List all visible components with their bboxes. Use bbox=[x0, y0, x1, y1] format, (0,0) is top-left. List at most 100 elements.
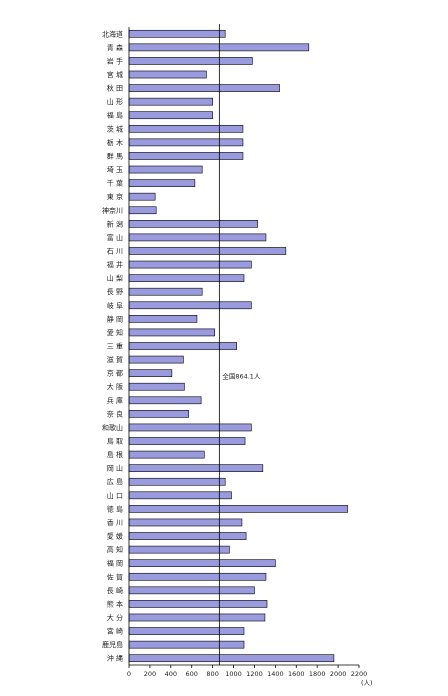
category-label-11: 千 葉 bbox=[107, 179, 123, 188]
bar-3 bbox=[128, 70, 207, 79]
bar-26 bbox=[128, 382, 185, 391]
category-label-35: 徳 島 bbox=[107, 504, 123, 513]
category-label-45: 鹿児島 bbox=[102, 640, 123, 649]
bar-41 bbox=[128, 586, 255, 595]
x-tick-label-5: 1000 bbox=[225, 670, 242, 678]
bar-27 bbox=[128, 396, 202, 405]
category-label-37: 愛 媛 bbox=[107, 532, 123, 541]
bar-40 bbox=[128, 572, 267, 581]
category-label-38: 高 知 bbox=[107, 545, 123, 554]
category-label-31: 島 根 bbox=[107, 450, 123, 459]
national-average-label: 全国864.1人 bbox=[222, 372, 261, 381]
category-label-0: 北海道 bbox=[102, 29, 123, 38]
category-label-29: 和歌山 bbox=[102, 423, 123, 432]
category-label-2: 岩 手 bbox=[107, 56, 123, 65]
axes-group bbox=[128, 27, 360, 668]
category-label-30: 鳥 取 bbox=[107, 437, 123, 446]
category-label-28: 奈 良 bbox=[107, 409, 123, 418]
bar-44 bbox=[128, 627, 245, 635]
bar-15 bbox=[128, 233, 267, 242]
bar-6 bbox=[128, 111, 213, 120]
bar-20 bbox=[128, 301, 252, 310]
bar-7 bbox=[128, 124, 244, 133]
category-label-32: 岡 山 bbox=[107, 464, 123, 473]
bar-34 bbox=[128, 491, 232, 500]
bar-17 bbox=[128, 260, 252, 269]
x-tick-label-11: 2200 bbox=[351, 670, 368, 678]
category-label-5: 山 形 bbox=[107, 97, 123, 106]
x-tick-label-7: 1400 bbox=[267, 670, 284, 678]
category-label-46: 沖 縄 bbox=[107, 654, 123, 663]
category-label-40: 佐 賀 bbox=[107, 572, 123, 581]
category-label-3: 宮 城 bbox=[107, 70, 123, 79]
x-tick-label-8: 1600 bbox=[288, 670, 305, 678]
category-label-10: 埼 玉 bbox=[107, 165, 123, 174]
bar-14 bbox=[128, 220, 258, 228]
bar-16 bbox=[128, 247, 287, 255]
category-label-16: 石 川 bbox=[107, 247, 123, 255]
bar-12 bbox=[128, 192, 156, 201]
x-tick-label-3: 600 bbox=[186, 670, 198, 678]
category-label-15: 富 山 bbox=[107, 233, 123, 242]
bar-28 bbox=[128, 410, 189, 418]
bar-42 bbox=[128, 600, 268, 608]
bar-22 bbox=[128, 328, 216, 337]
bars-group bbox=[128, 29, 348, 663]
bar-11 bbox=[128, 179, 196, 187]
tick-labels: 0 200 400 600 800 1000 1200 1400 1600 1800 2000 220… bbox=[127, 670, 367, 678]
category-label-7: 茨 城 bbox=[107, 124, 123, 133]
category-label-42: 熊 本 bbox=[107, 599, 123, 608]
bar-4 bbox=[128, 84, 280, 92]
bar-24 bbox=[128, 355, 184, 364]
bar-8 bbox=[128, 138, 244, 147]
bar-5 bbox=[128, 97, 213, 106]
bar-38 bbox=[128, 545, 230, 554]
category-label-1: 青 森 bbox=[107, 43, 123, 52]
bar-19 bbox=[128, 287, 203, 296]
bar-9 bbox=[128, 152, 244, 160]
bar-32 bbox=[128, 464, 264, 473]
category-label-24: 滋 賀 bbox=[107, 355, 123, 364]
bar-21 bbox=[128, 315, 198, 323]
category-label-4: 秋 田 bbox=[107, 84, 123, 93]
bar-37 bbox=[128, 532, 247, 540]
bar-31 bbox=[128, 450, 205, 459]
category-label-19: 長 野 bbox=[107, 288, 123, 296]
category-label-39: 福 岡 bbox=[107, 559, 123, 568]
category-label-14: 新 潟 bbox=[107, 219, 123, 228]
bar-30 bbox=[128, 437, 246, 445]
category-label-36: 香 川 bbox=[107, 518, 123, 527]
category-label-25: 京 都 bbox=[107, 369, 123, 378]
x-tick-label-4: 800 bbox=[206, 670, 218, 678]
bar-43 bbox=[128, 613, 266, 622]
bar-18 bbox=[128, 274, 245, 282]
category-label-17: 福 井 bbox=[107, 260, 123, 269]
category-label-27: 兵 庫 bbox=[107, 396, 123, 405]
x-tick-label-1: 200 bbox=[144, 670, 156, 678]
bar-13 bbox=[128, 206, 157, 215]
x-tick-label-6: 1200 bbox=[246, 670, 263, 678]
category-label-26: 大 阪 bbox=[107, 382, 123, 391]
bar-35 bbox=[128, 505, 348, 513]
bar-1 bbox=[128, 43, 310, 52]
bar-10 bbox=[128, 165, 203, 174]
bar-46 bbox=[128, 654, 335, 663]
category-label-21: 静 岡 bbox=[107, 314, 123, 323]
bar-36 bbox=[128, 518, 243, 527]
category-label-34: 山 口 bbox=[107, 491, 123, 500]
bar-33 bbox=[128, 477, 226, 486]
x-tick-label-10: 2000 bbox=[330, 670, 347, 678]
category-label-13: 神奈川 bbox=[102, 206, 123, 215]
bar-39 bbox=[128, 559, 276, 568]
category-label-23: 三 重 bbox=[107, 343, 123, 351]
category-label-8: 栃 木 bbox=[107, 138, 123, 147]
category-label-20: 岐 阜 bbox=[107, 301, 123, 310]
category-label-41: 長 崎 bbox=[107, 586, 123, 595]
bar-29 bbox=[128, 423, 252, 432]
bar-23 bbox=[128, 342, 237, 350]
category-label-22: 愛 知 bbox=[107, 328, 123, 337]
x-axis-unit: (人) bbox=[361, 679, 373, 687]
category-label-18: 山 梨 bbox=[107, 274, 123, 283]
bar-45 bbox=[128, 640, 245, 649]
